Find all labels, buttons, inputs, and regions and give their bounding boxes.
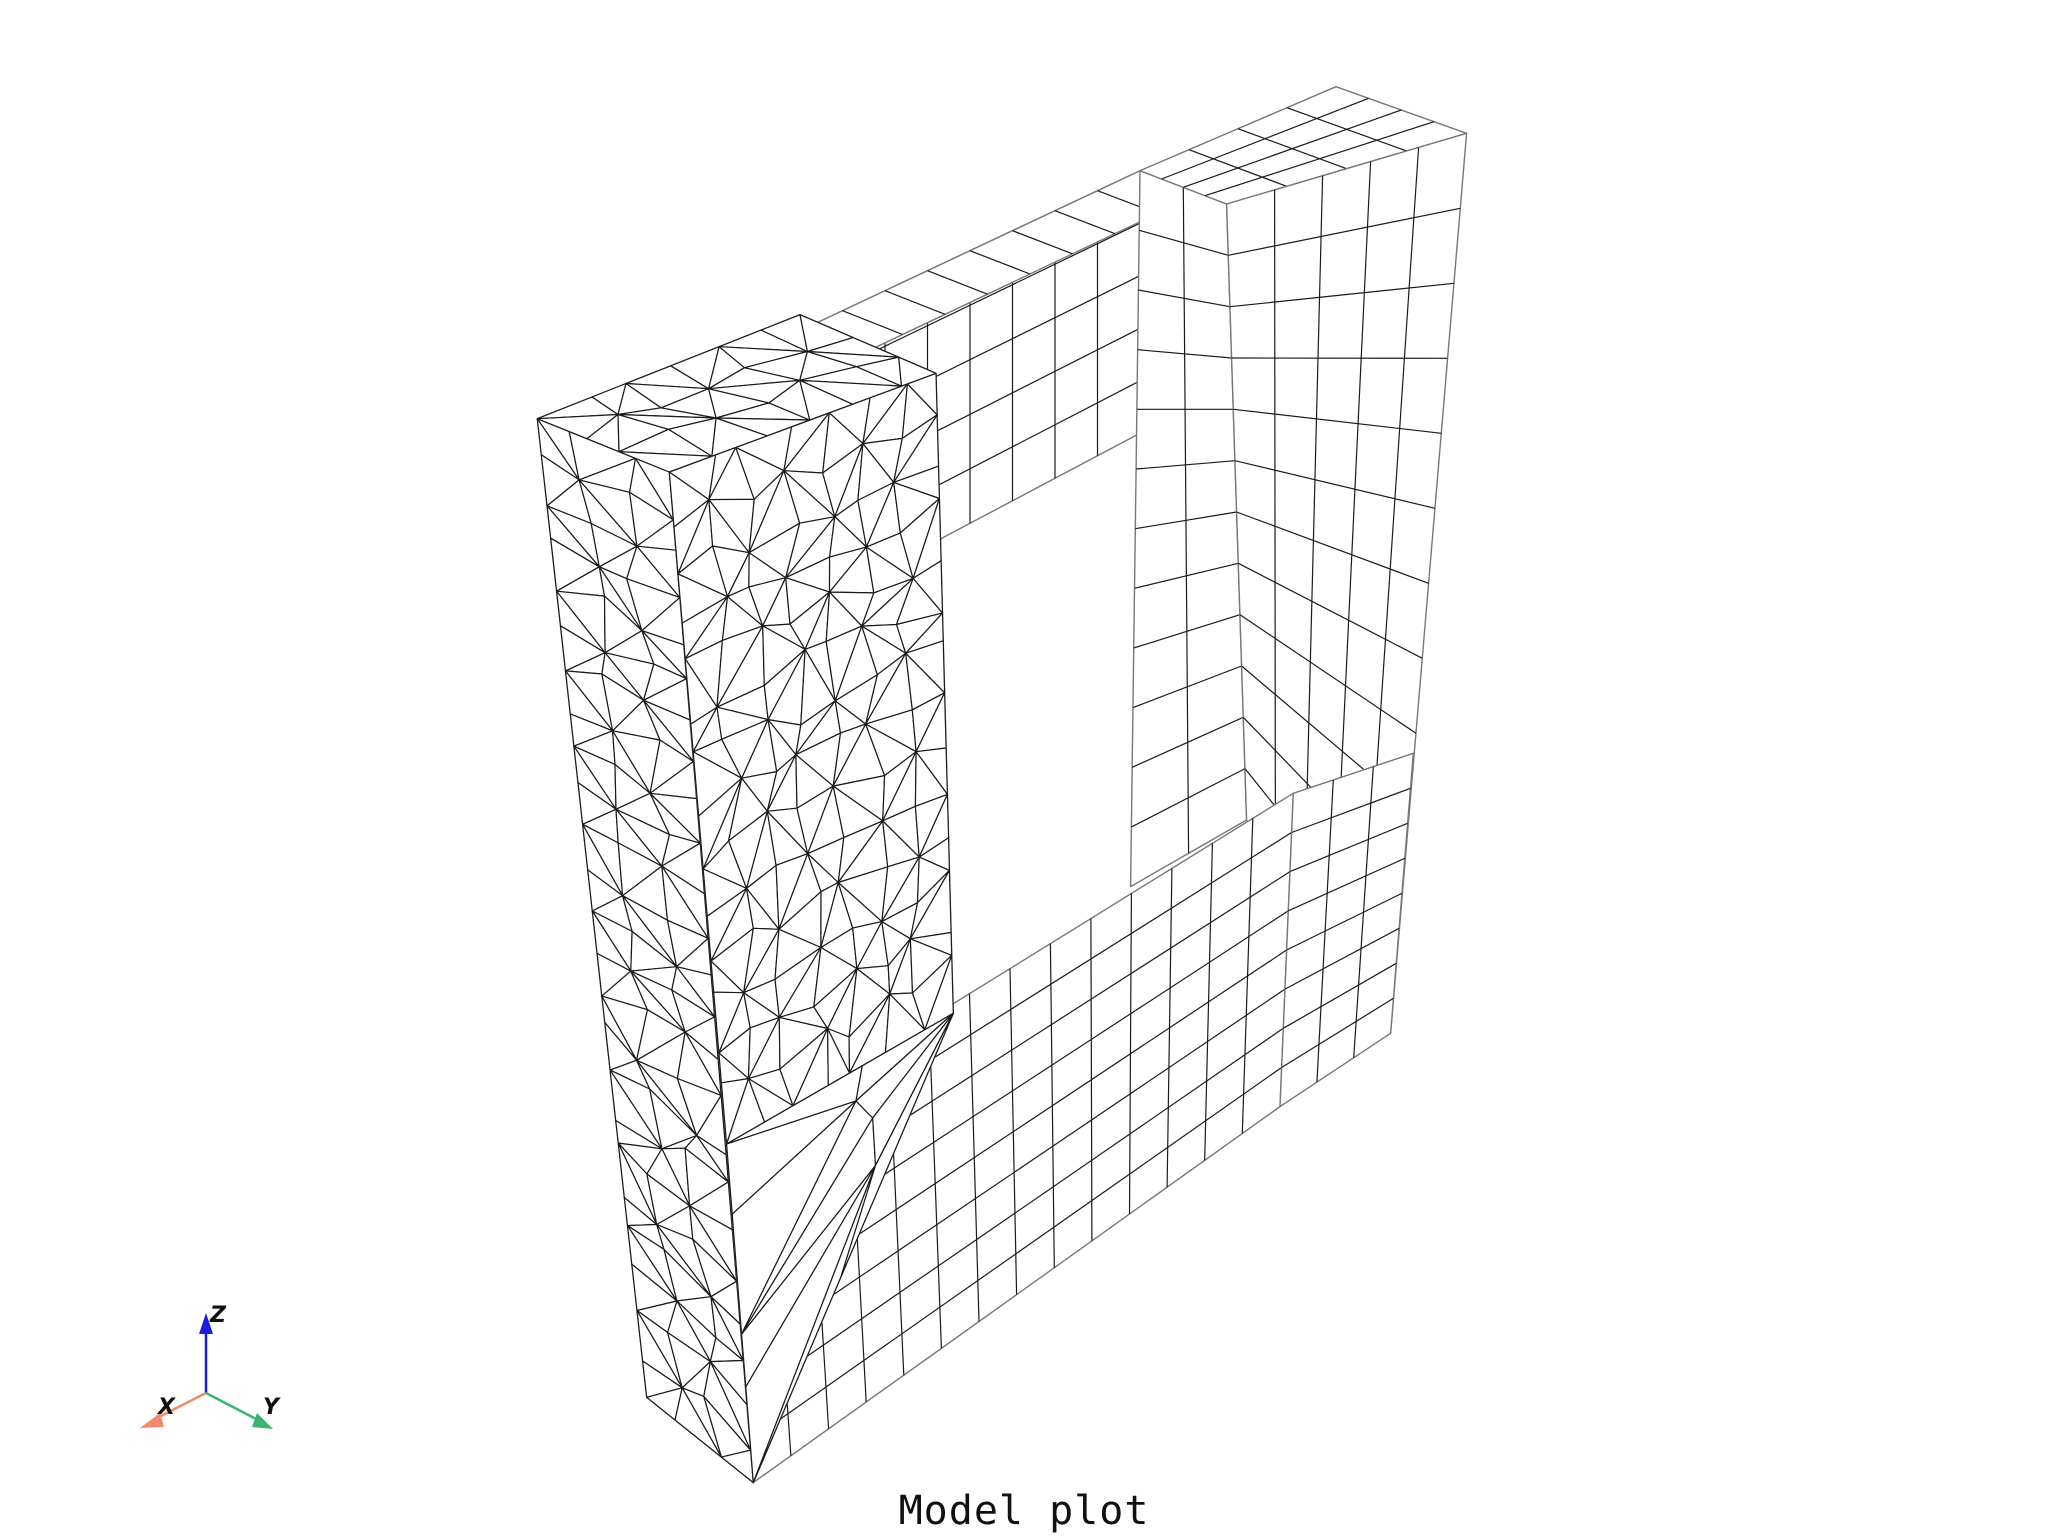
right-pillar-side-face-edge (1239, 614, 1417, 734)
y-axis-line (205, 1391, 261, 1423)
right-pillar-front-face-edge (1139, 229, 1229, 256)
top-beam-top-face-edge (927, 270, 988, 295)
right-pillar-front-face-edge (1138, 289, 1231, 308)
x-axis-arrowhead (140, 1413, 164, 1428)
top-beam-top-face-edge (842, 310, 903, 336)
right-pillar-top-face-edge (1183, 109, 1402, 188)
bottom-beam-side-face-edge (1289, 822, 1408, 873)
x-axis-label: X (156, 1395, 176, 1420)
left-pillar-top-face-triangle (898, 356, 937, 387)
right-pillar-front-face-edge (1131, 768, 1246, 828)
y-axis-arrowhead (252, 1413, 273, 1429)
right-pillar-front-face-edge (1135, 511, 1237, 530)
left-pillar-side-face-triangle (674, 1387, 723, 1458)
right-pillar-side-face-edge (1236, 511, 1429, 584)
right-pillar-front-face-edge (1136, 460, 1236, 470)
right-pillar-front-face-edge (1133, 614, 1241, 649)
right-pillar-top-face-edge (1161, 97, 1369, 180)
right-pillar-front-face-edge (1137, 349, 1232, 359)
left-pillar-top-face-triangle (618, 451, 713, 473)
orientation-axes-widget: Z X Y (140, 1303, 281, 1429)
top-beam-top-face-edge (969, 250, 1031, 275)
z-axis-arrowhead (199, 1313, 213, 1334)
right-pillar-side-face-edge (1229, 282, 1455, 308)
left-pillar-lower-front-face-triangle (840, 1012, 954, 1278)
bottom-beam-side-face-edge (1284, 927, 1400, 990)
z-axis-label: Z (209, 1303, 227, 1328)
top-beam-top-face-edge (1054, 210, 1116, 235)
bottom-beam-side-face-edge (1281, 997, 1394, 1069)
x-axis-line (152, 1391, 207, 1422)
right-pillar-side-face-edge (1234, 460, 1436, 509)
left-pillar-top-face-triangle (799, 379, 903, 405)
left-pillar-top-face-triangle (715, 417, 811, 437)
right-pillar-front-face-edge (1131, 716, 1244, 768)
right-pillar-front-face-edge (1132, 665, 1242, 709)
bottom-beam-side-face-edge (1291, 787, 1411, 834)
bottom-beam-front-face-edge (746, 1027, 1284, 1399)
mesh-model (536, 85, 1468, 1484)
bottom-beam-side-face (1279, 752, 1415, 1108)
top-beam-top-face-edge (884, 290, 946, 315)
right-pillar-top-face-edge (1204, 121, 1435, 197)
right-pillar-side-face-edge (1233, 408, 1442, 434)
right-pillar-side-face-edge (1228, 207, 1461, 256)
plot-title: Model plot (898, 1488, 1150, 1534)
bottom-beam-side-face-edge (1288, 857, 1406, 912)
top-beam-top-face-edge (1012, 230, 1073, 255)
bottom-beam-side-face-edge (1283, 962, 1397, 1029)
bottom-beam-front-face-edge (749, 1067, 1282, 1441)
y-axis-label: Y (263, 1395, 281, 1420)
right-pillar-side-face-edge (1238, 562, 1423, 659)
bottom-beam-side-face-edge (1286, 892, 1403, 951)
right-pillar-front-face-edge (1134, 562, 1239, 589)
